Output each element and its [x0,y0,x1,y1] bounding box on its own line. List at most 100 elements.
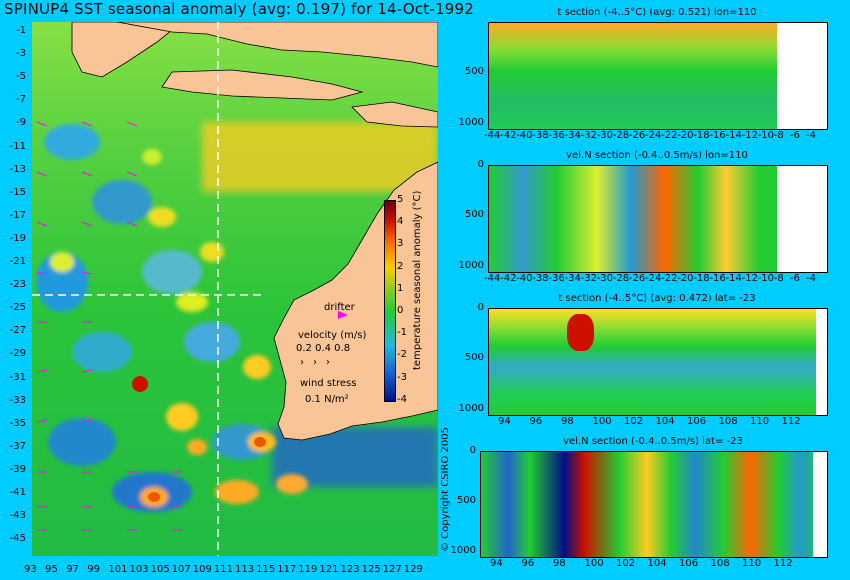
lon-tick-label: 101 [108,564,128,575]
colorbar [384,200,396,402]
colorbar-tick-label: 5 [397,194,404,205]
lon-tick-label: 113 [235,564,255,575]
section-x-tick-label: 94 [490,558,503,569]
section-x-tick-label: -42 [500,273,517,284]
section-x-tick-label: -4 [806,130,816,141]
section-y-tick-label: 1000 [450,545,476,556]
lon-tick-label: 111 [213,564,233,575]
section-x-tick-label: -34 [564,273,581,284]
section-x-tick-label: -38 [532,130,549,141]
section-x-tick-label: -20 [677,130,694,141]
lon-tick-label: 117 [277,564,297,575]
section-x-tick-label: 110 [750,416,770,427]
no-data-area [777,23,827,129]
section-x-tick-label: -36 [548,130,565,141]
wind-stress-label: wind stress [300,378,357,389]
lat-tick-label: -23 [9,279,26,291]
warm-eddy-core [254,437,266,447]
section-x-tick-label: -18 [693,273,710,284]
section-x-tick-label: -10 [757,273,775,284]
colorbar-tick-label: 4 [397,216,404,228]
section-x-tick-label: -42 [500,130,517,141]
warm-eddy-core [148,492,160,502]
section-x-tick-label: -8 [773,130,784,141]
section-x-tick-label: 104 [647,558,667,569]
no-data-area [813,452,827,557]
section-x-tick-label: 98 [561,416,574,427]
section-x-tick-label: 106 [687,416,707,427]
lon-tick-label: 115 [256,564,276,575]
no-data-area [816,309,827,415]
lat-tick-label: -35 [9,417,26,429]
lat-tick-label: -43 [9,510,26,522]
section-feature [567,314,594,351]
sst-map [32,22,438,556]
section-x-tick-label: -44 [484,130,501,141]
lon-tick-label: 95 [45,564,58,575]
section-x-tick-label: 112 [781,416,801,427]
lon-tick-label: 129 [403,564,423,575]
section-panel-plot [488,165,828,273]
wind-stress-vectors [36,121,182,531]
section-x-tick-label: -18 [693,130,710,141]
section-panel-plot [480,451,828,558]
section-y-tick-label: 500 [464,209,484,221]
section-x-tick-label: -26 [628,273,646,284]
section-x-tick-label: 98 [553,558,566,569]
section-x-tick-label: -4 [806,273,816,284]
section-panel-title: vel.N section (-0.4..0.5m/s) lon=110 [566,150,748,161]
velocity-scale: 0.2 0.4 0.8 [296,343,351,354]
lat-tick-label: -31 [9,371,26,383]
lon-tick-label: 123 [340,564,360,575]
lat-tick-label: -19 [9,232,26,244]
section-x-tick-label: -6 [789,130,800,141]
eddy-features [36,124,308,512]
section-x-tick-label: -24 [645,273,662,284]
lat-tick-label: -17 [9,209,26,221]
lon-tick-label: 93 [24,564,37,575]
wind-stress-scale: 0.1 N/m² [305,394,349,405]
section-x-tick-label: -10 [757,130,775,141]
section-x-tick-label: 104 [655,416,675,427]
section-panel-plot [488,22,828,130]
lat-tick-label: -39 [9,463,26,475]
lat-tick-label: -9 [16,117,26,129]
section-x-tick-label: 112 [773,558,793,569]
section-x-tick-label: -6 [789,273,800,284]
lat-tick-label: -41 [9,487,26,498]
section-x-tick-label: 102 [616,558,636,569]
land-timor [351,101,438,128]
section-x-tick-label: 100 [592,416,612,427]
drifter-label: drifter [324,302,355,313]
velocity-arrows: ››› [300,357,339,368]
lon-tick-label: 127 [382,564,402,575]
lat-tick-label: -45 [9,533,26,545]
section-x-tick-label: 110 [742,558,762,569]
section-x-tick-label: -34 [564,130,581,141]
section-panel-title: t section (-4..5°C) (avg: 0.521) lon=110 [557,7,757,18]
lat-tick-label: -33 [9,394,26,406]
lat-tick-label: -11 [9,140,26,152]
section-x-tick-label: -8 [773,273,784,284]
section-x-tick-label: 102 [624,416,644,427]
land-borneo [116,22,438,68]
section-y-tick-label: 0 [469,445,476,456]
lat-tick-label: -21 [9,256,26,267]
colorbar-tick-label: 0 [397,305,404,316]
lon-tick-label: 121 [319,564,339,575]
lat-tick-label: -13 [9,163,26,175]
section-x-tick-label: -36 [548,273,565,284]
colorbar-tick-label: 2 [397,260,404,272]
section-x-tick-label: -22 [661,273,678,284]
section-x-tick-label: -32 [580,273,597,284]
section-x-tick-label: -40 [516,130,533,141]
section-panel-title: vel.N section (-0.4..0.5m/s) lat= -23 [563,436,743,447]
lon-tick-label: 107 [171,564,191,575]
warm-eddy-core [132,376,148,392]
lat-tick-label: -3 [16,48,26,60]
colorbar-tick-label: 1 [397,282,404,294]
figure-title: SPINUP4 SST seasonal anomaly (avg: 0.197… [4,0,474,18]
no-data-area [777,166,827,272]
section-x-tick-label: -16 [709,130,726,141]
velocity-label: velocity (m/s) [298,330,367,341]
